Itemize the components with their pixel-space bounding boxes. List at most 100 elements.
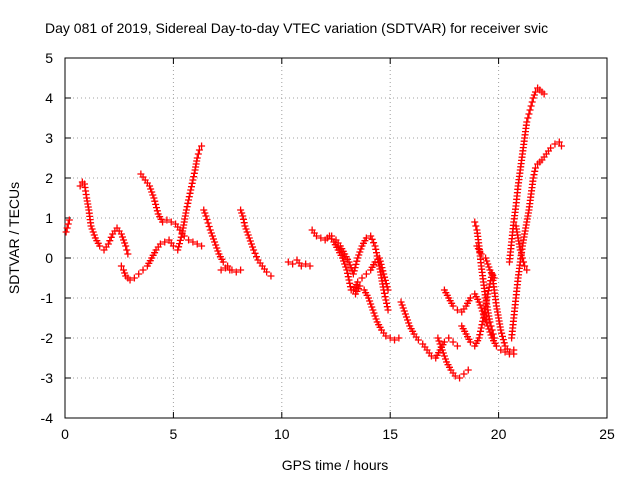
data-point bbox=[372, 315, 380, 323]
series-arc-9 bbox=[308, 226, 403, 344]
data-point bbox=[217, 266, 225, 274]
data-point bbox=[476, 331, 484, 339]
y-tick-labels: -4 -3 -2 -1 0 1 2 3 4 5 bbox=[41, 50, 54, 426]
data-point bbox=[187, 183, 195, 191]
data-point bbox=[149, 191, 157, 199]
data-point bbox=[123, 246, 131, 254]
data-point bbox=[367, 300, 375, 308]
series-arc-8 bbox=[284, 256, 314, 270]
data-point bbox=[163, 216, 171, 224]
data-point bbox=[404, 316, 412, 324]
data-point bbox=[107, 233, 115, 241]
data-point bbox=[193, 240, 201, 248]
data-point bbox=[121, 239, 129, 247]
data-point bbox=[383, 299, 391, 307]
data-point bbox=[188, 179, 196, 187]
data-point bbox=[524, 114, 532, 122]
data-point bbox=[528, 98, 536, 106]
data-point bbox=[483, 319, 491, 327]
data-point bbox=[490, 334, 498, 342]
data-point bbox=[194, 150, 202, 158]
data-point bbox=[345, 276, 353, 284]
data-point bbox=[106, 237, 114, 245]
data-point bbox=[369, 306, 377, 314]
data-point bbox=[464, 366, 472, 374]
data-point bbox=[253, 253, 261, 261]
data-point bbox=[521, 262, 529, 270]
data-point bbox=[484, 287, 492, 295]
data-point bbox=[124, 250, 132, 258]
data-point bbox=[555, 138, 563, 146]
data-point bbox=[65, 216, 73, 224]
data-point bbox=[382, 332, 390, 340]
data-point bbox=[456, 374, 464, 382]
data-point bbox=[120, 236, 128, 244]
y-tick-label: 1 bbox=[45, 210, 53, 226]
series-arc-6 bbox=[217, 264, 234, 274]
x-tick-label: 0 bbox=[61, 426, 69, 442]
data-point bbox=[398, 301, 406, 309]
data-point bbox=[284, 258, 292, 266]
series-arc-17 bbox=[473, 242, 498, 282]
data-point bbox=[76, 182, 84, 190]
data-point bbox=[378, 264, 386, 272]
data-point bbox=[184, 199, 192, 207]
data-point bbox=[397, 298, 405, 306]
data-point bbox=[185, 193, 193, 201]
data-point bbox=[490, 274, 498, 282]
data-point bbox=[439, 349, 447, 357]
data-point bbox=[381, 276, 389, 284]
data-point bbox=[306, 262, 314, 270]
data-point bbox=[350, 267, 358, 275]
data-point bbox=[139, 266, 147, 274]
data-point bbox=[526, 106, 534, 114]
data-point bbox=[500, 339, 508, 347]
data-point bbox=[401, 310, 409, 318]
data-point bbox=[354, 254, 362, 262]
data-point bbox=[206, 226, 214, 234]
data-point bbox=[367, 232, 375, 240]
data-point bbox=[362, 234, 370, 242]
data-point bbox=[441, 355, 449, 363]
series-arc-20 bbox=[512, 222, 531, 274]
data-point bbox=[547, 144, 555, 152]
data-point bbox=[440, 338, 448, 346]
data-point bbox=[366, 297, 374, 305]
data-point bbox=[174, 246, 182, 254]
data-point bbox=[445, 334, 453, 342]
data-point bbox=[484, 260, 492, 268]
data-point bbox=[152, 200, 160, 208]
data-point bbox=[485, 263, 493, 271]
data-point bbox=[210, 235, 218, 243]
plot-frame bbox=[64, 57, 608, 419]
data-point bbox=[249, 243, 257, 251]
data-point bbox=[232, 268, 240, 276]
data-point bbox=[451, 372, 459, 380]
data-point bbox=[104, 240, 112, 248]
y-tick-label: -2 bbox=[41, 330, 54, 346]
data-point bbox=[531, 167, 539, 175]
data-point bbox=[354, 278, 362, 286]
data-point bbox=[237, 206, 245, 214]
data-point bbox=[247, 240, 255, 248]
data-point bbox=[471, 218, 479, 226]
data-point bbox=[505, 348, 513, 356]
data-point bbox=[267, 272, 275, 280]
data-point bbox=[340, 257, 348, 265]
data-point bbox=[405, 319, 413, 327]
x-tick-label: 25 bbox=[599, 426, 615, 442]
series-arc-5 bbox=[200, 206, 245, 276]
data-point bbox=[365, 294, 373, 302]
x-axis-label: GPS time / hours bbox=[282, 457, 389, 473]
data-point bbox=[182, 206, 190, 214]
data-point bbox=[237, 266, 245, 274]
data-point bbox=[213, 244, 221, 252]
data-point bbox=[62, 228, 70, 236]
data-point bbox=[339, 254, 347, 262]
data-point bbox=[434, 334, 442, 342]
data-point bbox=[453, 342, 461, 350]
data-point bbox=[226, 266, 234, 274]
data-point bbox=[486, 318, 494, 326]
data-point bbox=[527, 102, 535, 110]
data-point bbox=[400, 307, 408, 315]
